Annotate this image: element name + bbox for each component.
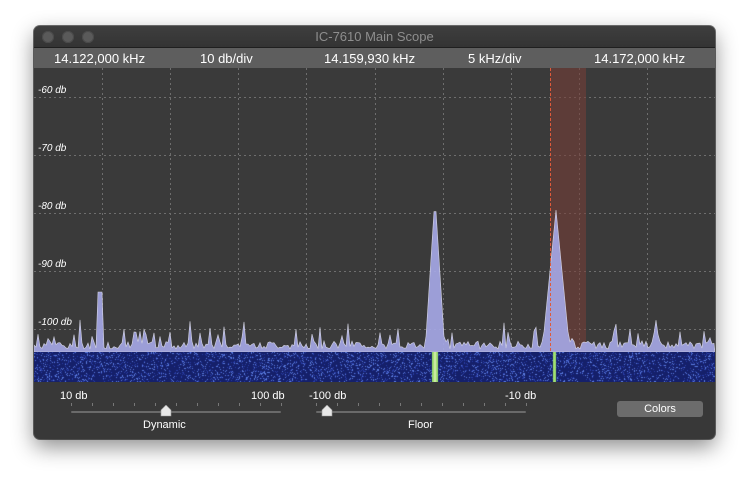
floor-label: Floor: [408, 419, 434, 431]
slider-tick: [134, 403, 135, 406]
title-bar[interactable]: IC-7610 Main Scope: [34, 26, 715, 48]
dynamic-max-label: 100 db: [251, 390, 285, 402]
slider-tick: [505, 403, 506, 406]
window-title: IC-7610 Main Scope: [315, 29, 434, 44]
slider-tick: [218, 403, 219, 406]
slider-tick: [337, 403, 338, 406]
right-edge-frequency: 14.172,000 kHz: [594, 51, 686, 66]
slider-tick: [197, 403, 198, 406]
dynamic-label: Dynamic: [143, 419, 186, 431]
db-scale-label: -80 db: [38, 201, 67, 212]
floor-slider-thumb[interactable]: [321, 405, 333, 417]
slider-tick: [358, 403, 359, 406]
slider-tick: [316, 403, 317, 406]
slider-tick: [379, 403, 380, 406]
db-scale-label: -90 db: [38, 259, 67, 270]
db-scale-label: -100 db: [38, 317, 72, 328]
frequency-bar: 14.122,000 kHz 10 db/div 14.159,930 kHz …: [34, 48, 715, 68]
db-scale-label: -60 db: [38, 85, 67, 96]
floor-slider-track[interactable]: [316, 411, 526, 413]
slider-tick: [155, 403, 156, 406]
slider-tick: [463, 403, 464, 406]
scope-window: IC-7610 Main Scope 14.122,000 kHz 10 db/…: [34, 26, 715, 439]
span-setting: 5 kHz/div: [468, 51, 522, 66]
slider-tick: [442, 403, 443, 406]
dynamic-slider-track[interactable]: [71, 411, 281, 413]
left-edge-frequency: 14.122,000 kHz: [54, 51, 146, 66]
slider-tick: [400, 403, 401, 406]
colors-button[interactable]: Colors: [617, 401, 703, 417]
slider-tick: [113, 403, 114, 406]
slider-tick: [526, 403, 527, 406]
slider-tick: [176, 403, 177, 406]
slider-tick: [71, 403, 72, 406]
reference-level: 10 db/div: [200, 51, 253, 66]
slider-tick: [239, 403, 240, 406]
slider-tick: [92, 403, 93, 406]
spectrum-scope[interactable]: -60 db -70 db -80 db -90 db -100 db: [34, 68, 715, 353]
dynamic-slider-thumb[interactable]: [160, 405, 172, 417]
close-button[interactable]: [42, 31, 54, 43]
db-scale-label: -70 db: [38, 143, 67, 154]
floor-min-label: -100 db: [309, 390, 347, 402]
spectrum-plot[interactable]: -60 db -70 db -80 db -90 db -100 db: [34, 68, 715, 353]
center-frequency: 14.159,930 kHz: [324, 51, 416, 66]
zoom-button[interactable]: [82, 31, 94, 43]
floor-max-label: -10 db: [505, 390, 537, 402]
dynamic-min-label: 10 db: [60, 390, 88, 402]
minimize-button[interactable]: [62, 31, 74, 43]
slider-tick: [484, 403, 485, 406]
waterfall-canvas[interactable]: [34, 352, 715, 382]
slider-tick: [260, 403, 261, 406]
slider-tick: [281, 403, 282, 406]
slider-tick: [421, 403, 422, 406]
waterfall-display[interactable]: [34, 352, 715, 382]
spectrum-trace: [34, 209, 715, 353]
